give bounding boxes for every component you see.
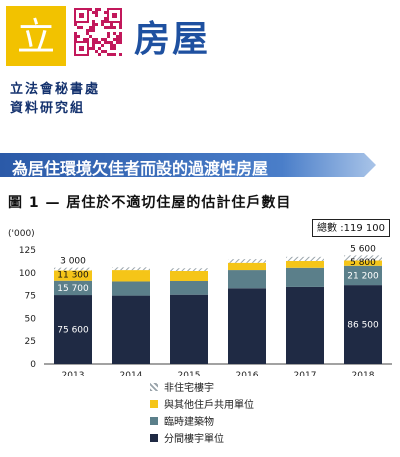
x-tick-label: 2013 [62, 371, 85, 376]
bar-segment [112, 267, 150, 271]
bar-segment [170, 268, 208, 271]
bar-segment [54, 267, 92, 271]
bar-segment [54, 295, 92, 364]
x-tick-label: 2014 [120, 371, 143, 376]
qr-code-icon [74, 8, 122, 56]
x-tick-label: 2017 [294, 371, 317, 376]
section-banner [0, 153, 376, 177]
bar-segment [344, 260, 382, 266]
org-line-2: 資料研究組 [10, 101, 86, 116]
bar-segment [170, 294, 208, 364]
chart-legend: 非住宅樓宇與其他住戶共用單位 臨時建築物分間樓宇單位 [150, 378, 254, 446]
section-title: 為居住環境欠佳者而設的過渡性房屋 [12, 159, 269, 178]
figure-title: 圖 1 — 居住於不適切住屋的估計住戶數目 [8, 195, 292, 211]
legend-swatch [150, 416, 158, 425]
legend-label: 與其他住戶共用單位 [164, 400, 254, 411]
x-tick-label: 2015 [178, 371, 201, 376]
legend-swatch [150, 399, 158, 408]
data-label: 5 800 [350, 258, 376, 268]
bar-segment [228, 262, 266, 271]
legend-label: 非住宅樓宇 [164, 383, 214, 394]
bar-segment [286, 286, 324, 364]
stacked-bar-chart: ('000) 0 25 50 75 100 125 2013 2014 2015 2016 201… [8, 229, 392, 376]
legend-item: 臨時建築物 [150, 412, 254, 429]
y-tick-label: 50 [25, 314, 37, 324]
bar-segment [344, 265, 382, 286]
data-label: 86 500 [347, 321, 379, 331]
logo-emblem-icon: 立 [6, 6, 66, 66]
y-axis-unit-label: ('000) [8, 229, 35, 239]
bar-segment [54, 270, 92, 281]
data-label: 75 600 [57, 326, 89, 336]
y-tick-label: 125 [19, 246, 36, 256]
bar-segment [54, 280, 92, 296]
legend-swatch [150, 382, 158, 391]
x-tick-label: 2018 [352, 371, 375, 376]
y-tick-label: 100 [19, 269, 36, 279]
bar-segment [344, 285, 382, 364]
organization-name: 立法會秘書處 資料研究組 [10, 80, 100, 118]
bar-segment [112, 295, 150, 364]
data-label: 3 000 [60, 257, 86, 267]
bar-segment [286, 260, 324, 268]
bar-segment [286, 267, 324, 287]
bar-segment [228, 288, 266, 364]
legend-label: 分間樓宇單位 [164, 434, 224, 445]
y-tick-label: 0 [30, 360, 36, 370]
y-tick-label: 75 [25, 292, 36, 302]
data-label: 15 700 [57, 284, 89, 294]
org-line-1: 立法會秘書處 [10, 82, 101, 97]
bar-segment [112, 281, 150, 296]
bar-segment [228, 259, 266, 263]
bar-segment [170, 281, 208, 295]
y-tick-label: 25 [25, 337, 36, 347]
legend-label: 臨時建築物 [164, 417, 214, 428]
bar-segment [170, 270, 208, 282]
data-label: 21 200 [347, 271, 379, 281]
legco-logo: 立 [6, 6, 66, 66]
total-count-box: 總數 :119 100 [312, 219, 390, 237]
data-label: 11 300 [57, 271, 89, 281]
bar-segment [228, 270, 266, 289]
bar-segment [112, 270, 150, 282]
bar-segment [344, 255, 382, 261]
qr-code [74, 8, 122, 56]
logo-text: 立 [17, 15, 55, 59]
legend-swatch [150, 433, 158, 442]
bar-segment [286, 256, 324, 261]
data-label: 5 600 [350, 244, 376, 254]
document-type: 房屋 [134, 18, 211, 60]
x-tick-label: 2016 [236, 371, 259, 376]
legend-item: 非住宅樓宇 [150, 378, 254, 395]
legend-item: 與其他住戶共用單位 [150, 395, 254, 412]
legend-item: 分間樓宇單位 [150, 429, 254, 446]
